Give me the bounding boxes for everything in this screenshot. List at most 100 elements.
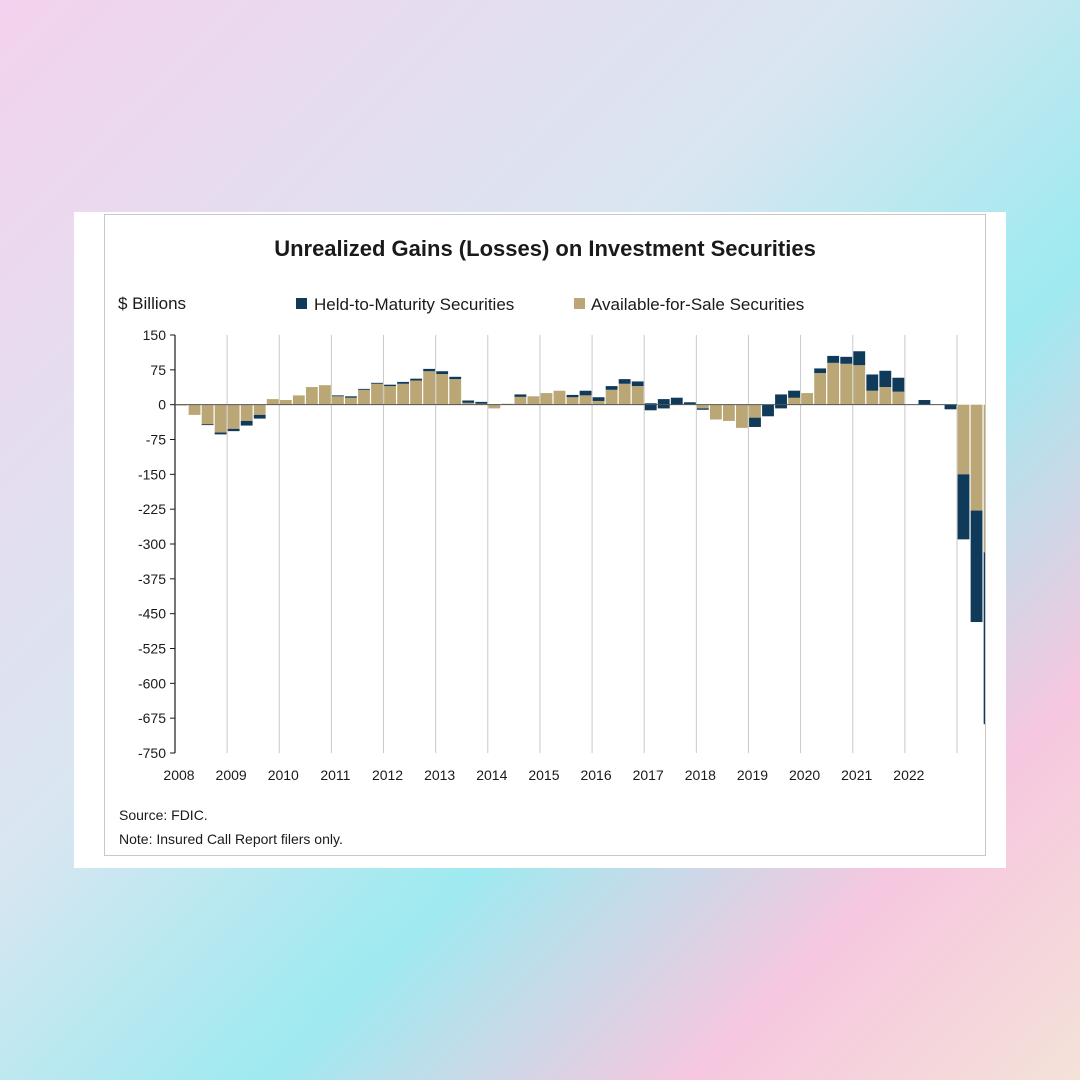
x-tick-label: 2016 (580, 767, 611, 783)
bar-afs (709, 404, 722, 420)
x-tick-label: 2020 (789, 767, 820, 783)
bar-htm (749, 417, 761, 427)
bar-afs (462, 402, 475, 405)
bar-afs (279, 400, 292, 405)
y-axis: 150 75 0 -75 -150 -225 -300 -375 -450 -525 -600 -67… (138, 327, 957, 761)
bar-afs (592, 400, 605, 405)
bar-afs (696, 404, 709, 409)
x-tick-label: 2017 (633, 767, 664, 783)
bar-htm (696, 408, 709, 410)
bar-afs (332, 396, 344, 405)
bar-htm (631, 381, 644, 387)
bar-afs (423, 371, 436, 405)
bar-afs (345, 397, 357, 405)
bar-htm (514, 394, 527, 397)
bar-afs (631, 386, 644, 405)
bar-htm (592, 397, 605, 401)
y-tick-label: -750 (138, 745, 166, 761)
bar-afs (266, 399, 279, 405)
bar-htm (879, 370, 892, 388)
y-tick-label: -525 (138, 641, 166, 657)
bar-afs (723, 404, 735, 421)
x-tick-label: 2015 (528, 767, 559, 783)
bar-htm (449, 376, 462, 380)
bar-htm (423, 368, 436, 372)
bar-afs (840, 363, 853, 405)
bar-afs (983, 404, 985, 553)
bar-afs (358, 389, 370, 405)
x-tick-label: 2008 (163, 767, 194, 783)
bar-htm (892, 377, 905, 392)
bar-htm (814, 368, 827, 374)
bar-afs (866, 390, 879, 405)
bar-htm (657, 399, 670, 409)
bar-htm (462, 400, 475, 403)
y-tick-label: -225 (138, 501, 166, 517)
bar-afs (801, 393, 814, 405)
legend-swatch-htm (296, 298, 307, 309)
bar-htm (358, 388, 370, 390)
bars (175, 351, 985, 725)
chart-card: Unrealized Gains (Losses) on Investment … (74, 212, 1006, 868)
bar-afs (384, 386, 396, 405)
bar-afs (514, 394, 527, 405)
bar-htm (253, 414, 266, 419)
bar-htm (788, 390, 800, 398)
bar-afs (292, 395, 305, 405)
bar-htm (397, 381, 409, 384)
y-tick-label: 150 (143, 327, 167, 343)
bar-htm (201, 424, 214, 426)
bar-htm (605, 386, 618, 390)
bar-afs (488, 404, 501, 409)
bar-htm (853, 351, 866, 366)
bar-htm (670, 397, 683, 405)
bar-afs (879, 387, 892, 405)
bar-htm (775, 394, 787, 409)
bar-htm (840, 356, 853, 364)
bar-htm (579, 390, 592, 396)
y-tick-label: -450 (138, 606, 166, 622)
bar-afs (201, 404, 214, 425)
bar-afs (240, 404, 253, 421)
bar-htm (918, 400, 931, 405)
y-tick-label: -150 (138, 466, 166, 482)
x-tick-label: 2014 (476, 767, 507, 783)
bar-afs (827, 362, 840, 405)
bar-htm (332, 395, 344, 397)
bar-afs (214, 404, 227, 433)
legend-label-htm: Held-to-Maturity Securities (314, 295, 514, 314)
x-tick-label: 2019 (737, 767, 768, 783)
bar-afs (736, 404, 748, 428)
bar-afs (970, 404, 983, 511)
bar-afs (566, 397, 579, 405)
bar-afs (853, 365, 866, 405)
y-tick-label: -75 (146, 432, 166, 448)
bar-afs (397, 383, 409, 405)
chart-title: Unrealized Gains (Losses) on Investment … (274, 236, 816, 261)
bar-htm (371, 382, 383, 384)
bar-afs (814, 373, 827, 405)
y-tick-label: -675 (138, 710, 166, 726)
y-tick-label: -300 (138, 536, 166, 552)
bar-afs (188, 404, 201, 415)
bar-afs (618, 383, 631, 405)
legend-label-afs: Available-for-Sale Securities (591, 295, 804, 314)
bar-htm (762, 404, 774, 417)
bar-afs (227, 404, 240, 429)
bar-htm (345, 396, 357, 398)
bar-afs (579, 395, 592, 405)
x-tick-label: 2012 (372, 767, 403, 783)
bar-htm (618, 379, 631, 384)
bar-afs (371, 383, 383, 405)
bar-htm (957, 474, 970, 540)
bar-htm (214, 432, 227, 435)
bar-htm (384, 384, 396, 387)
bar-htm (944, 404, 957, 410)
bar-afs (957, 404, 970, 475)
bar-htm (410, 378, 423, 381)
bar-htm (240, 420, 253, 426)
bar-htm (683, 402, 696, 405)
legend: Held-to-Maturity Securities Available-fo… (296, 295, 804, 314)
bar-htm (983, 552, 985, 725)
bar-afs (449, 379, 462, 405)
